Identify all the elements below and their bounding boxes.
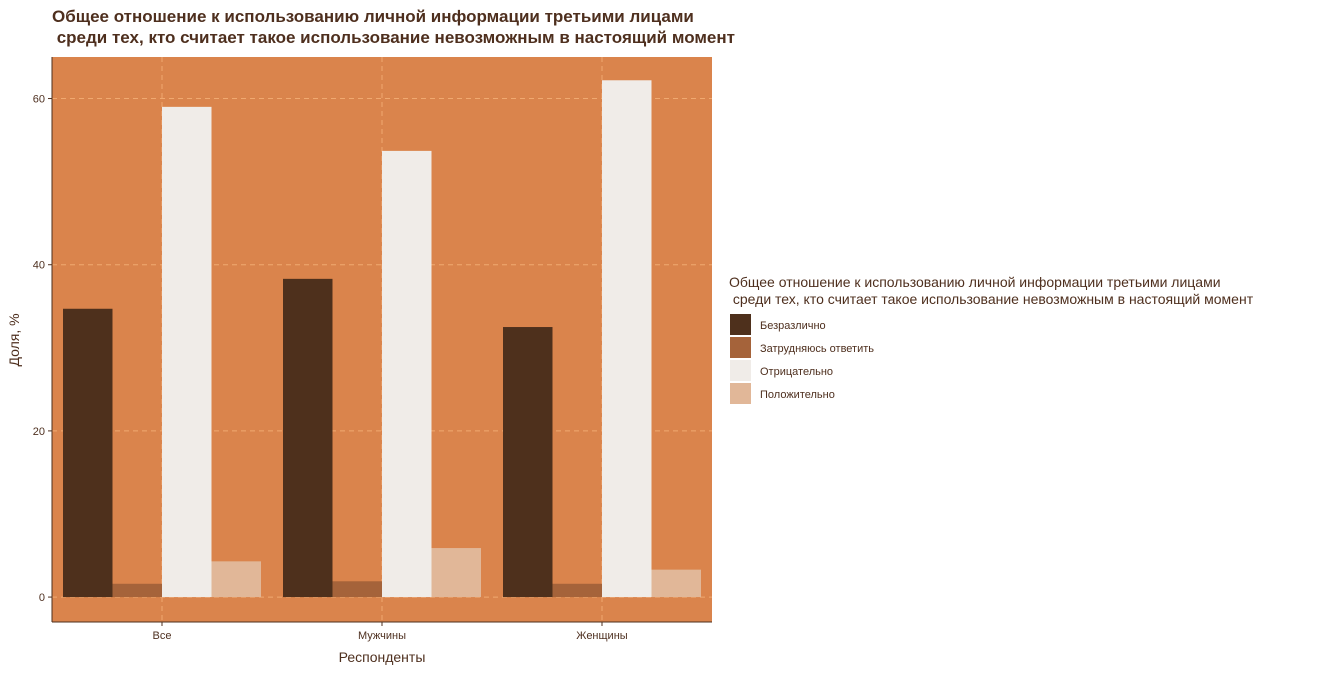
legend-label: Положительно: [760, 389, 835, 401]
chart-title-line-1: Общее отношение к использованию личной и…: [52, 7, 694, 26]
x-axis-ticks: Все Мужчины Женщины: [153, 622, 628, 642]
bars: [63, 80, 701, 598]
legend-items: Безразлично Затрудняюсь ответить Отрицател…: [730, 314, 874, 404]
y-tick-label: 20: [33, 426, 45, 438]
legend: Общее отношение к использованию личной и…: [729, 274, 1254, 404]
legend-swatch: [730, 337, 751, 358]
legend-label: Отрицательно: [760, 366, 833, 378]
bar: [112, 583, 162, 598]
legend-swatch: [730, 360, 751, 381]
bar: [283, 278, 333, 598]
bar: [431, 548, 481, 598]
bar: [602, 80, 652, 598]
chart-title-line-2: среди тех, кто считает такое использован…: [52, 28, 735, 47]
bar: [332, 581, 382, 598]
bar: [503, 327, 553, 598]
legend-swatch: [730, 383, 751, 404]
y-axis-ticks: 0 20 40 60: [33, 94, 52, 604]
y-tick-label: 0: [39, 592, 45, 604]
legend-title-line-1: Общее отношение к использованию личной и…: [729, 274, 1221, 290]
x-axis-title: Респонденты: [339, 649, 426, 665]
bar: [382, 150, 432, 598]
y-tick-label: 40: [33, 260, 45, 272]
bar: [211, 561, 261, 598]
bar: [552, 583, 602, 598]
bar: [651, 569, 701, 598]
legend-label: Затрудняюсь ответить: [760, 343, 874, 355]
y-tick-label: 60: [33, 94, 45, 106]
bar: [63, 308, 113, 598]
x-tick-label: Мужчины: [358, 630, 406, 642]
x-tick-label: Все: [153, 630, 172, 642]
y-axis-title: Доля, %: [6, 313, 22, 366]
legend-swatch: [730, 314, 751, 335]
bar: [162, 106, 212, 598]
x-tick-label: Женщины: [576, 630, 627, 642]
legend-title-line-2: среди тех, кто считает такое использован…: [729, 291, 1254, 307]
legend-label: Безразлично: [760, 320, 826, 332]
